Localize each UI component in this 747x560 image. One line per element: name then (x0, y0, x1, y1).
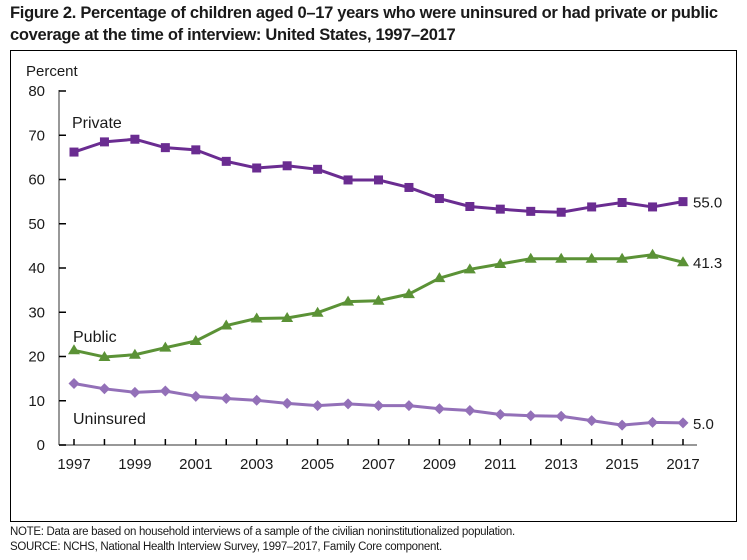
data-point-uninsured (342, 398, 354, 410)
data-point-uninsured (403, 400, 415, 412)
data-point-private (99, 137, 109, 147)
y-tick-label: 30 (28, 304, 45, 321)
data-point-private (69, 147, 79, 157)
y-tick-label: 20 (28, 349, 45, 366)
series-line-public (73, 253, 684, 359)
y-tick-label: 60 (28, 172, 45, 189)
data-point-private (465, 201, 475, 211)
x-tick-label: 2017 (666, 456, 699, 473)
end-label-private: 55.0 (693, 195, 722, 212)
data-point-private (221, 156, 231, 166)
data-point-uninsured (220, 393, 232, 405)
data-point-uninsured (281, 397, 293, 409)
x-tick-label: 2007 (362, 456, 395, 473)
data-point-private (495, 204, 505, 214)
data-point-public (433, 272, 446, 283)
data-point-private (313, 164, 323, 174)
data-point-public (220, 319, 233, 330)
data-point-public (616, 252, 629, 263)
data-point-uninsured (677, 417, 689, 429)
data-point-private (374, 175, 383, 185)
x-tick-label: 2003 (240, 456, 273, 473)
data-point-public (68, 344, 80, 355)
series-label-public: Public (73, 329, 117, 346)
end-label-uninsured: 5.0 (693, 416, 714, 433)
data-point-uninsured (647, 416, 659, 428)
y-tick-label: 70 (28, 127, 45, 144)
data-point-public (342, 295, 355, 306)
data-point-uninsured (494, 408, 506, 420)
data-point-public (189, 335, 202, 346)
x-tick-label: 2013 (545, 456, 578, 473)
data-point-public (372, 294, 385, 305)
x-tick-label: 1997 (57, 456, 90, 473)
data-point-public (463, 263, 476, 274)
data-point-uninsured (159, 385, 171, 397)
x-tick-label: 2015 (605, 456, 638, 473)
y-tick-label: 40 (28, 260, 45, 277)
data-point-public (494, 258, 507, 269)
data-point-private (404, 182, 414, 192)
y-tick-label: 0 (37, 437, 45, 454)
data-point-public (524, 252, 537, 263)
data-point-uninsured (555, 410, 567, 422)
chart-frame (10, 50, 737, 522)
data-point-private (526, 206, 536, 216)
data-point-uninsured (98, 383, 110, 395)
data-point-public (585, 252, 598, 263)
data-point-public (311, 306, 324, 317)
figure-title: Figure 2. Percentage of children aged 0–… (10, 4, 718, 44)
y-tick-label: 80 (28, 83, 45, 100)
x-tick-label: 2009 (423, 456, 456, 473)
data-point-private (648, 202, 658, 212)
data-point-private (617, 198, 627, 208)
y-tick-label: 50 (28, 216, 45, 233)
data-point-private (130, 134, 140, 144)
data-point-uninsured (373, 400, 384, 412)
data-point-uninsured (616, 419, 628, 431)
data-point-public (646, 248, 659, 259)
data-point-public (98, 350, 111, 361)
data-point-public (128, 348, 141, 359)
data-point-private (678, 197, 688, 207)
end-label-public: 41.3 (693, 255, 722, 272)
y-tick-label: 10 (28, 393, 45, 410)
x-tick-label: 2005 (301, 456, 334, 473)
data-point-uninsured (129, 386, 141, 398)
source-text: SOURCE: NCHS, National Health Interview … (10, 541, 442, 553)
x-tick-label: 1999 (118, 456, 151, 473)
x-tick-label: 2001 (179, 456, 212, 473)
data-point-public (677, 256, 689, 267)
data-point-private (252, 163, 262, 173)
data-point-uninsured (433, 403, 445, 415)
data-point-private (556, 207, 566, 217)
note-text: NOTE: Data are based on household interv… (10, 526, 515, 538)
data-point-private (434, 194, 444, 204)
series-label-private: Private (72, 115, 122, 132)
data-point-uninsured (251, 394, 263, 406)
data-point-public (555, 252, 568, 263)
data-point-uninsured (586, 415, 598, 427)
data-point-private (191, 145, 201, 155)
data-point-private (343, 175, 353, 185)
series-label-uninsured: Uninsured (73, 411, 146, 428)
data-point-uninsured (312, 400, 324, 412)
data-point-uninsured (525, 410, 537, 422)
data-point-private (282, 161, 292, 171)
data-point-uninsured (68, 377, 80, 389)
data-point-private (160, 143, 170, 153)
data-point-public (281, 312, 294, 323)
x-tick-label: 2011 (484, 456, 516, 473)
data-point-public (250, 312, 263, 323)
data-point-public (402, 288, 415, 299)
data-point-uninsured (464, 404, 476, 416)
data-point-private (587, 202, 597, 212)
y-axis-label: Percent (26, 63, 79, 80)
data-point-public (159, 341, 172, 352)
data-point-uninsured (190, 390, 202, 402)
